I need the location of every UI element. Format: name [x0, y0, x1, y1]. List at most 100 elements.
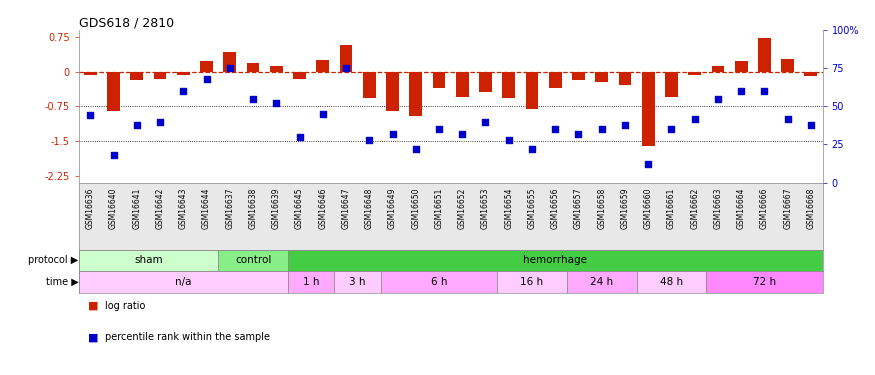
Point — [130, 122, 144, 128]
Bar — [381, 271, 497, 292]
Bar — [735, 62, 747, 72]
Point — [455, 131, 469, 137]
Bar — [572, 72, 584, 80]
Point — [200, 76, 214, 82]
Bar — [334, 271, 381, 292]
Text: control: control — [234, 255, 271, 266]
Bar — [641, 72, 654, 146]
Point — [432, 126, 446, 132]
Text: GSM16660: GSM16660 — [644, 188, 653, 230]
Point — [571, 131, 585, 137]
Text: GSM16658: GSM16658 — [598, 188, 606, 230]
Point — [479, 118, 493, 124]
Bar — [689, 72, 701, 75]
Text: GSM16649: GSM16649 — [388, 188, 397, 230]
Bar — [317, 60, 329, 72]
Text: GSM16657: GSM16657 — [574, 188, 583, 230]
Bar — [340, 45, 353, 72]
Text: 72 h: 72 h — [752, 277, 776, 287]
Point — [780, 116, 794, 122]
Text: GSM16639: GSM16639 — [272, 188, 281, 230]
Point — [549, 126, 563, 132]
Text: GSM16654: GSM16654 — [504, 188, 514, 230]
Point — [804, 122, 818, 128]
Point — [641, 161, 655, 167]
Text: 3 h: 3 h — [349, 277, 366, 287]
Bar — [665, 72, 678, 97]
Text: 6 h: 6 h — [430, 277, 447, 287]
Bar — [804, 72, 817, 76]
Bar — [758, 38, 771, 72]
Bar — [84, 72, 97, 75]
Bar — [549, 72, 562, 88]
Point — [223, 65, 237, 71]
Text: 16 h: 16 h — [521, 277, 543, 287]
Bar — [480, 72, 492, 92]
Point — [758, 88, 772, 94]
Bar — [288, 271, 334, 292]
Text: GSM16648: GSM16648 — [365, 188, 374, 230]
Bar — [108, 72, 120, 111]
Bar — [218, 250, 288, 271]
Point — [618, 122, 632, 128]
Text: ■: ■ — [88, 301, 98, 310]
Bar — [223, 52, 236, 72]
Text: GDS618 / 2810: GDS618 / 2810 — [79, 17, 174, 30]
Point — [339, 65, 353, 71]
Point — [153, 118, 167, 124]
Bar — [637, 271, 706, 292]
Bar — [526, 72, 538, 109]
Text: GSM16642: GSM16642 — [156, 188, 164, 230]
Point — [409, 146, 423, 152]
Point — [316, 111, 330, 117]
Text: GSM16644: GSM16644 — [202, 188, 211, 230]
Text: GSM16664: GSM16664 — [737, 188, 746, 230]
Bar — [410, 72, 422, 116]
Bar — [247, 63, 260, 72]
Text: GSM16666: GSM16666 — [760, 188, 769, 230]
Bar — [706, 271, 822, 292]
Text: GSM16652: GSM16652 — [458, 188, 466, 230]
Bar — [130, 72, 144, 80]
Text: ■: ■ — [88, 333, 98, 342]
Text: sham: sham — [134, 255, 163, 266]
Point — [107, 152, 121, 158]
Point — [734, 88, 748, 94]
Text: percentile rank within the sample: percentile rank within the sample — [105, 333, 270, 342]
Text: GSM16645: GSM16645 — [295, 188, 304, 230]
Text: GSM16662: GSM16662 — [690, 188, 699, 230]
Point — [177, 88, 191, 94]
Text: GSM16668: GSM16668 — [807, 188, 816, 230]
Bar — [293, 72, 306, 78]
Bar — [79, 250, 218, 271]
Text: GSM16656: GSM16656 — [550, 188, 560, 230]
Bar — [595, 72, 608, 82]
Bar — [154, 72, 166, 78]
Point — [362, 137, 376, 143]
Text: GSM16650: GSM16650 — [411, 188, 420, 230]
Bar — [497, 271, 567, 292]
Text: GSM16647: GSM16647 — [341, 188, 351, 230]
Text: 24 h: 24 h — [590, 277, 613, 287]
Text: GSM16643: GSM16643 — [178, 188, 188, 230]
Point — [688, 116, 702, 122]
Point — [525, 146, 539, 152]
Bar — [567, 271, 637, 292]
Point — [246, 96, 260, 102]
Point — [292, 134, 306, 140]
Text: GSM16653: GSM16653 — [481, 188, 490, 230]
Text: GSM16663: GSM16663 — [713, 188, 723, 230]
Point — [595, 126, 609, 132]
Point — [83, 112, 97, 118]
Text: n/a: n/a — [175, 277, 192, 287]
Text: GSM16667: GSM16667 — [783, 188, 792, 230]
Text: GSM16637: GSM16637 — [226, 188, 234, 230]
Text: GSM16661: GSM16661 — [667, 188, 676, 230]
Text: 1 h: 1 h — [303, 277, 319, 287]
Bar — [781, 58, 794, 72]
Text: hemorrhage: hemorrhage — [523, 255, 587, 266]
Text: GSM16655: GSM16655 — [528, 188, 536, 230]
Bar — [432, 72, 445, 88]
Bar — [619, 72, 632, 85]
Text: GSM16640: GSM16640 — [109, 188, 118, 230]
